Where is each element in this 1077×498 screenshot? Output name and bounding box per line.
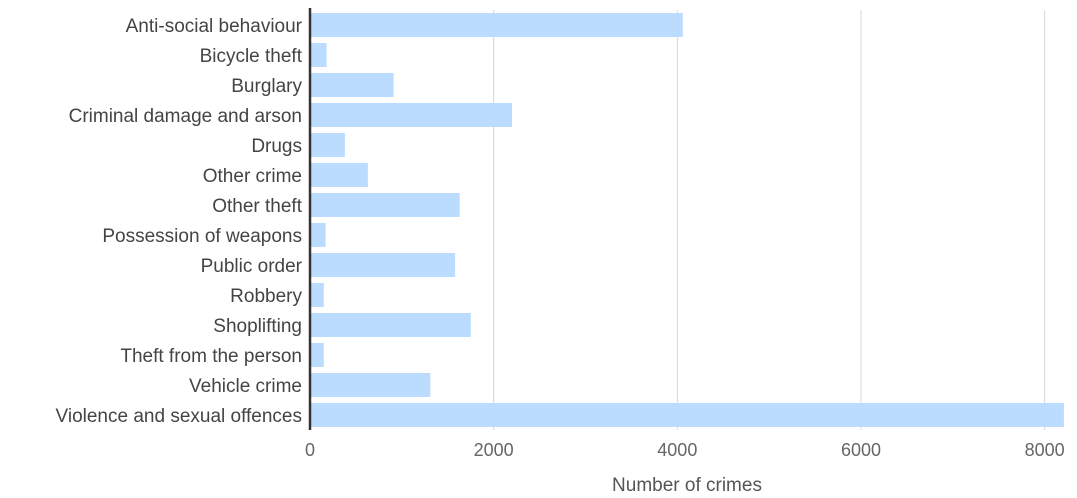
- bar-other-crime: [310, 163, 368, 187]
- category-label-theft-from-the-person: Theft from the person: [120, 346, 302, 367]
- bar-burglary: [310, 73, 394, 97]
- category-label-shoplifting: Shoplifting: [213, 316, 302, 337]
- x-tick-labels: 0 2000 4000 6000 8000: [305, 440, 1065, 460]
- bar-violence-and-sexual-offences: [310, 403, 1064, 427]
- x-tick-label-2000: 2000: [474, 440, 514, 460]
- category-label-other-crime: Other crime: [203, 166, 302, 187]
- bar-bicycle-theft: [310, 43, 327, 67]
- bar-other-theft: [310, 193, 460, 217]
- category-labels: Anti-social behaviour Bicycle theft Burgla…: [56, 16, 303, 427]
- category-label-violence-and-sexual-offences: Violence and sexual offences: [56, 406, 302, 427]
- bar-drugs: [310, 133, 345, 157]
- bar-vehicle-crime: [310, 373, 431, 397]
- category-label-drugs: Drugs: [251, 136, 302, 157]
- category-label-public-order: Public order: [201, 256, 303, 277]
- bar-possession-of-weapons: [310, 223, 326, 247]
- x-tick-label-0: 0: [305, 440, 315, 460]
- x-tick-label-8000: 8000: [1025, 440, 1065, 460]
- category-label-anti-social-behaviour: Anti-social behaviour: [126, 16, 303, 37]
- bar-anti-social-behaviour: [310, 13, 683, 37]
- bar-public-order: [310, 253, 456, 277]
- category-label-bicycle-theft: Bicycle theft: [200, 46, 303, 67]
- bar-criminal-damage-and-arson: [310, 103, 513, 127]
- grid-lines: [493, 10, 1046, 430]
- x-tick-label-6000: 6000: [841, 440, 881, 460]
- category-label-criminal-damage-and-arson: Criminal damage and arson: [69, 106, 302, 127]
- category-label-other-theft: Other theft: [212, 196, 302, 217]
- x-tick-label-4000: 4000: [657, 440, 697, 460]
- bar-robbery: [310, 283, 324, 307]
- category-label-robbery: Robbery: [230, 286, 302, 307]
- bars: [310, 13, 1064, 427]
- category-label-burglary: Burglary: [231, 76, 302, 97]
- bar-theft-from-the-person: [310, 343, 324, 367]
- category-label-vehicle-crime: Vehicle crime: [189, 376, 302, 397]
- category-label-possession-of-weapons: Possession of weapons: [102, 226, 302, 247]
- bar-shoplifting: [310, 313, 471, 337]
- x-axis-title: Number of crimes: [612, 475, 762, 496]
